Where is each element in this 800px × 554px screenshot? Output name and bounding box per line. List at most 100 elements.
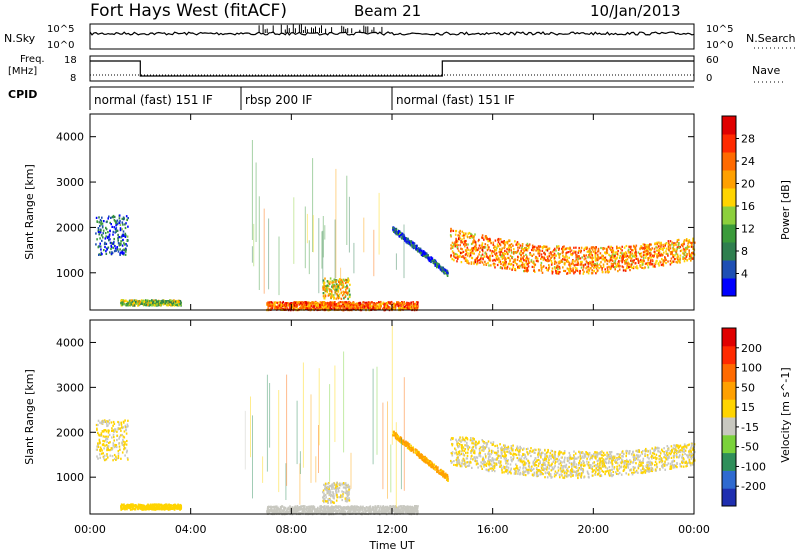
scatter-cell bbox=[560, 259, 563, 262]
scatter-cell bbox=[148, 304, 150, 307]
scatter-cell bbox=[298, 301, 300, 304]
scatter-cell bbox=[103, 454, 106, 457]
scatter-cell bbox=[644, 250, 647, 253]
scatter-cell bbox=[367, 302, 369, 305]
scatter-cell bbox=[574, 266, 577, 269]
scatter-cell bbox=[688, 257, 691, 260]
scatter-cell bbox=[125, 299, 127, 302]
scatter-cell bbox=[116, 438, 118, 442]
scatter-streak bbox=[268, 218, 270, 290]
scatter-cell bbox=[322, 496, 324, 499]
scatter-cell bbox=[486, 255, 488, 258]
scatter-cell bbox=[490, 242, 492, 245]
scatter-cell bbox=[669, 263, 672, 266]
scatter-cell bbox=[454, 241, 456, 244]
scatter-cell bbox=[372, 302, 375, 305]
scatter-streak bbox=[324, 225, 326, 240]
scatter-streak bbox=[255, 162, 257, 242]
scatter-cell bbox=[621, 252, 623, 255]
scatter-cell bbox=[331, 295, 334, 298]
scatter-cell bbox=[493, 250, 495, 254]
scatter-cell bbox=[331, 304, 333, 307]
scatter-cell bbox=[158, 300, 161, 303]
scatter-cell bbox=[650, 263, 653, 266]
scatter-cell bbox=[161, 507, 163, 511]
scatter-cell bbox=[303, 304, 306, 307]
scatter-cell bbox=[481, 242, 484, 245]
scatter-cell bbox=[585, 254, 588, 257]
scatter-cell bbox=[96, 445, 98, 448]
scatter-cell bbox=[558, 262, 560, 265]
scatter-cell bbox=[549, 251, 552, 254]
scatter-cell bbox=[118, 217, 121, 220]
scatter-cell bbox=[322, 292, 325, 295]
scatter-cell bbox=[335, 286, 337, 289]
scatter-cell bbox=[115, 455, 117, 458]
scatter-cell bbox=[655, 242, 657, 245]
scatter-cell bbox=[275, 307, 278, 310]
scatter-cell bbox=[345, 486, 347, 489]
scatter-cell bbox=[342, 278, 345, 281]
scatter-cell bbox=[623, 246, 626, 249]
scatter-cell bbox=[142, 301, 144, 304]
scatter-cell bbox=[422, 254, 425, 257]
scatter-cell bbox=[283, 304, 286, 307]
scatter-cell bbox=[305, 301, 307, 304]
scatter-cell bbox=[385, 305, 387, 308]
scatter-cell bbox=[656, 243, 659, 246]
scatter-cell bbox=[592, 260, 595, 263]
scatter-cell bbox=[437, 262, 439, 266]
scatter-cell bbox=[656, 246, 658, 249]
scatter-cell bbox=[389, 508, 392, 512]
scatter-cell bbox=[594, 256, 597, 259]
scatter-cell bbox=[516, 241, 519, 244]
scatter-cell bbox=[595, 252, 597, 255]
scatter-cell bbox=[165, 300, 168, 303]
scatter-cell bbox=[649, 248, 651, 251]
scatter-cell bbox=[313, 507, 316, 510]
scatter-cell bbox=[559, 267, 561, 270]
scatter-cell bbox=[606, 259, 609, 262]
scatter-cell bbox=[464, 242, 466, 245]
scatter-cell bbox=[331, 307, 333, 310]
scatter-cell bbox=[610, 249, 612, 252]
scatter-cell bbox=[330, 296, 332, 299]
scatter-cell bbox=[685, 239, 688, 242]
scatter-cell bbox=[548, 247, 550, 250]
scatter-cell bbox=[647, 258, 649, 262]
scatter-cell bbox=[505, 241, 507, 244]
scatter-cell bbox=[352, 304, 355, 307]
scatter-cell bbox=[451, 246, 454, 249]
scatter-cell bbox=[138, 505, 141, 508]
scatter-cell bbox=[545, 259, 548, 262]
scatter-cell bbox=[270, 305, 273, 308]
scatter-cell bbox=[300, 305, 303, 309]
scatter-cell bbox=[474, 249, 477, 252]
scatter-cell bbox=[457, 234, 459, 237]
colorbar-segment bbox=[722, 134, 736, 153]
scatter-cell bbox=[302, 301, 305, 304]
scatter-cell bbox=[667, 240, 670, 243]
scatter-cell bbox=[566, 260, 568, 263]
scatter-cell bbox=[327, 282, 330, 285]
scatter-cell bbox=[570, 262, 573, 265]
scatter-cell bbox=[489, 259, 492, 262]
scatter-cell bbox=[332, 496, 335, 499]
scatter-cell bbox=[580, 262, 583, 265]
scatter-cell bbox=[586, 271, 588, 274]
scatter-cell bbox=[121, 503, 124, 507]
scatter-cell bbox=[614, 255, 616, 258]
scatter-cell bbox=[479, 258, 482, 261]
scatter-cell bbox=[95, 216, 98, 219]
scatter-cell bbox=[470, 261, 473, 264]
scatter-cell bbox=[336, 493, 338, 497]
scatter-cell bbox=[606, 268, 609, 271]
scatter-cell bbox=[594, 254, 597, 257]
scatter-cell bbox=[596, 253, 599, 256]
scatter-cell bbox=[101, 225, 104, 228]
scatter-cell bbox=[142, 508, 145, 511]
scatter-cell bbox=[339, 288, 342, 291]
beam-label: Beam 21 bbox=[354, 2, 421, 20]
scatter-cell bbox=[130, 303, 132, 306]
scatter-cell bbox=[633, 245, 635, 248]
